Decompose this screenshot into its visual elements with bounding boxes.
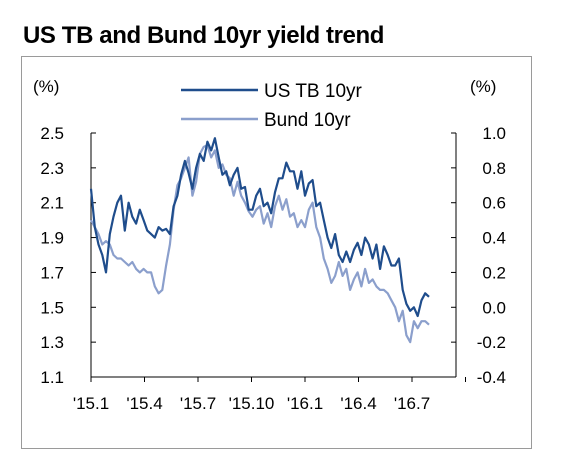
x-tick-label: '15.4 (126, 394, 162, 413)
chart-frame (21, 56, 532, 449)
series-lines (89, 137, 430, 344)
left-tick-label: 1.9 (40, 229, 64, 248)
x-tick-label: '16.4 (340, 394, 376, 413)
legend: US TB 10yr Bund 10yr (181, 81, 363, 131)
legend-label: Bund 10yr (264, 110, 351, 131)
left-tick-label: 1.1 (40, 368, 64, 387)
right-axis-unit: (%) (470, 77, 496, 96)
right-tick-label: 0.8 (482, 159, 506, 178)
right-tick-label: -0.2 (477, 333, 506, 352)
left-tick-label: 1.7 (40, 263, 64, 282)
x-tick-label: '15.1 (73, 394, 109, 413)
chart-title: US TB and Bund 10yr yield trend (23, 22, 384, 49)
x-tick-label: '16.1 (287, 394, 323, 413)
left-tick-label: 1.5 (40, 298, 64, 317)
x-tick-label: '16.7 (394, 394, 430, 413)
left-tick-label: 2.5 (40, 124, 64, 143)
bund-10yr-line (90, 144, 430, 344)
axes: 2.5 1.0 2.3 0.8 2.1 0.6 1.9 0.4 1.7 0.2 1.5 0.0 1.3 -… (40, 124, 506, 413)
right-tick-label: 0.2 (482, 263, 506, 282)
x-tick-label: '15.10 (229, 394, 275, 413)
left-tick-label: 2.1 (40, 194, 64, 213)
legend-label: US TB 10yr (264, 81, 363, 102)
left-tick-label: 1.3 (40, 333, 64, 352)
right-tick-label: 1.0 (482, 124, 506, 143)
right-tick-label: -0.4 (477, 368, 506, 387)
x-tick-label: '15.7 (180, 394, 216, 413)
right-tick-label: 0.6 (482, 194, 506, 213)
left-tick-label: 2.3 (40, 159, 64, 178)
right-tick-label: 0.0 (482, 298, 506, 317)
left-axis-unit: (%) (33, 77, 59, 96)
right-tick-label: 0.4 (482, 229, 506, 248)
us-tb-10yr-line (89, 137, 430, 318)
